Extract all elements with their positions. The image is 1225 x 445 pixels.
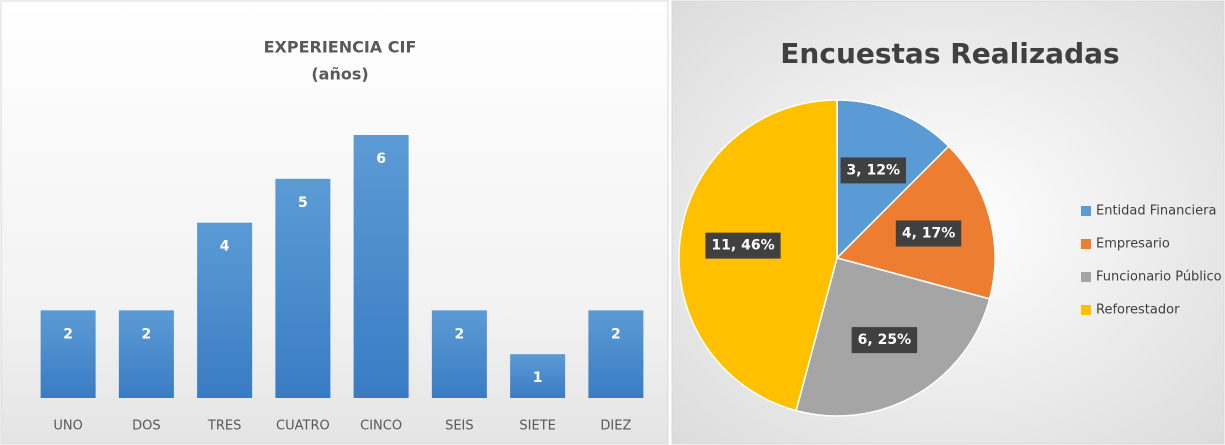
data-label: 1 bbox=[533, 370, 543, 386]
bar-title: EXPERIENCIA CIF bbox=[264, 38, 417, 57]
data-label: 4, 17% bbox=[902, 225, 955, 241]
bar-subtitle: (años) bbox=[311, 65, 368, 84]
legend-swatch bbox=[1081, 239, 1091, 249]
bar bbox=[118, 310, 174, 398]
label-box bbox=[895, 220, 962, 247]
x-tick-label: SIETE bbox=[519, 419, 555, 434]
bar bbox=[197, 222, 253, 398]
label-box bbox=[705, 232, 781, 259]
legend-label: Entidad Financiera bbox=[1096, 204, 1216, 219]
legend-swatch bbox=[1081, 305, 1091, 315]
label-box bbox=[851, 327, 918, 354]
legend-swatch bbox=[1081, 206, 1091, 216]
label-box bbox=[840, 157, 907, 184]
legend-swatch bbox=[1081, 272, 1091, 282]
legend-label: Reforestador bbox=[1096, 303, 1180, 318]
data-label: 3, 12% bbox=[847, 162, 900, 178]
legend-label: Empresario bbox=[1096, 237, 1170, 252]
bar bbox=[431, 310, 487, 398]
data-label: 11, 46% bbox=[711, 238, 774, 254]
pie-title: Encuestas Realizadas bbox=[780, 37, 1119, 70]
x-tick-label: DIEZ bbox=[600, 419, 631, 434]
x-tick-label: SEIS bbox=[445, 419, 474, 434]
data-label: 2 bbox=[455, 326, 465, 342]
bar bbox=[40, 310, 96, 398]
bar bbox=[510, 354, 566, 398]
data-label: 2 bbox=[142, 326, 152, 342]
bar bbox=[588, 310, 644, 398]
data-label: 2 bbox=[611, 326, 621, 342]
data-label: 4 bbox=[220, 239, 230, 255]
data-label: 6 bbox=[376, 151, 386, 167]
data-label: 6, 25% bbox=[858, 332, 911, 348]
x-tick-label: UNO bbox=[53, 419, 82, 434]
x-tick-label: TRES bbox=[207, 419, 241, 434]
bar bbox=[275, 178, 331, 398]
legend-label: Funcionario Público bbox=[1096, 270, 1222, 285]
bar bbox=[353, 135, 409, 398]
x-tick-label: DOS bbox=[132, 419, 161, 434]
x-tick-label: CUATRO bbox=[276, 419, 330, 434]
x-tick-label: CINCO bbox=[360, 419, 402, 434]
data-label: 2 bbox=[63, 326, 73, 342]
data-label: 5 bbox=[298, 195, 308, 211]
